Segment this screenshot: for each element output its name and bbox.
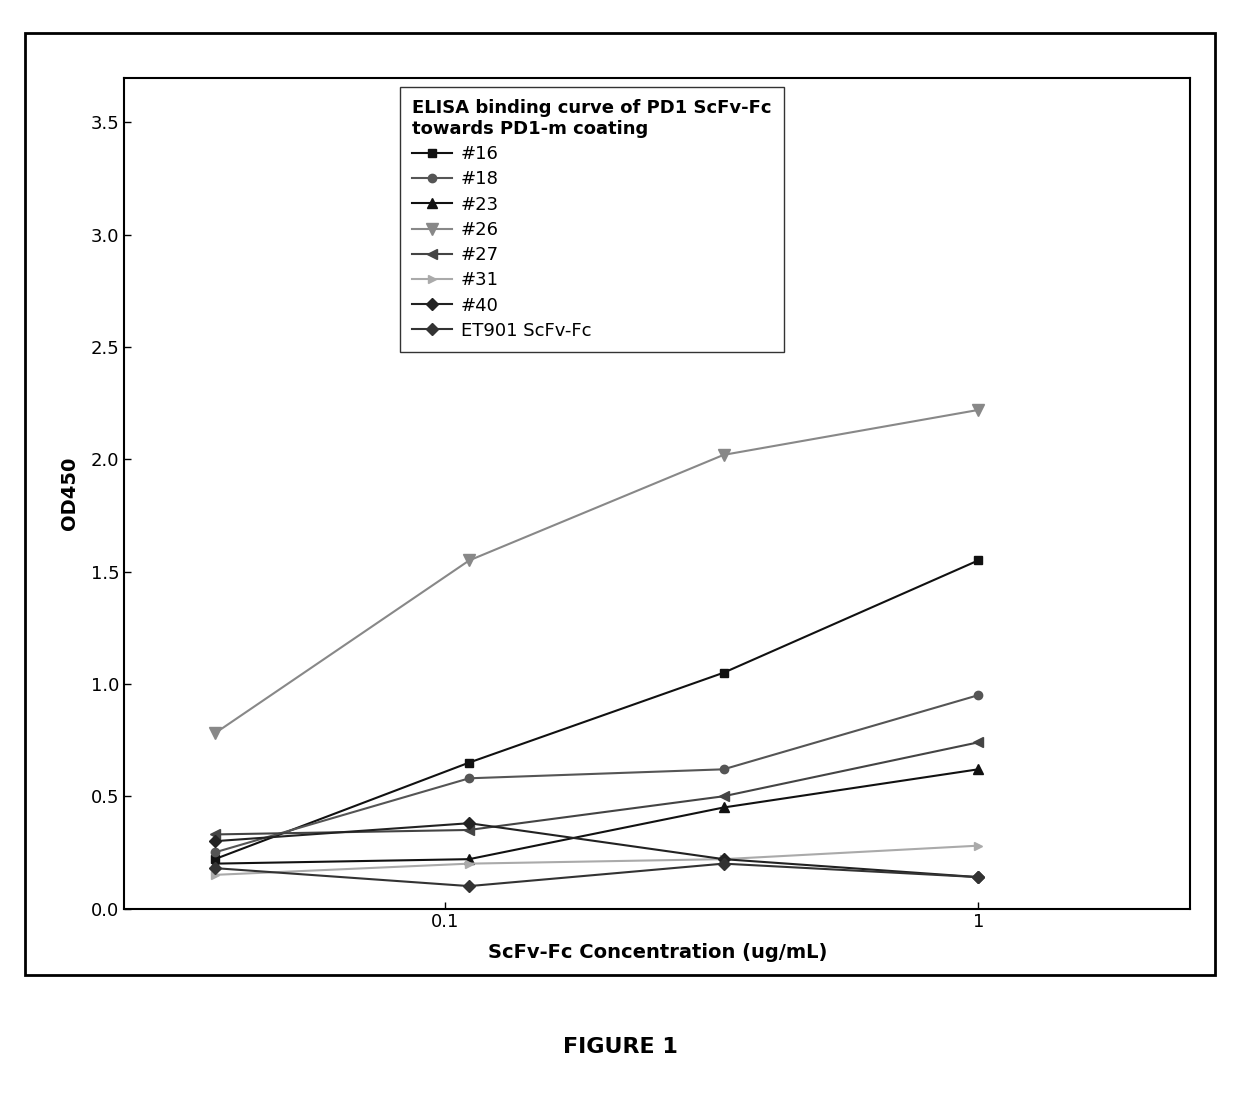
- X-axis label: ScFv-Fc Concentration (ug/mL): ScFv-Fc Concentration (ug/mL): [487, 943, 827, 962]
- Y-axis label: OD450: OD450: [61, 456, 79, 530]
- Legend: #16, #18, #23, #26, #27, #31, #40, ET901 ScFv-Fc: #16, #18, #23, #26, #27, #31, #40, ET901…: [399, 86, 785, 352]
- Text: FIGURE 1: FIGURE 1: [563, 1037, 677, 1057]
